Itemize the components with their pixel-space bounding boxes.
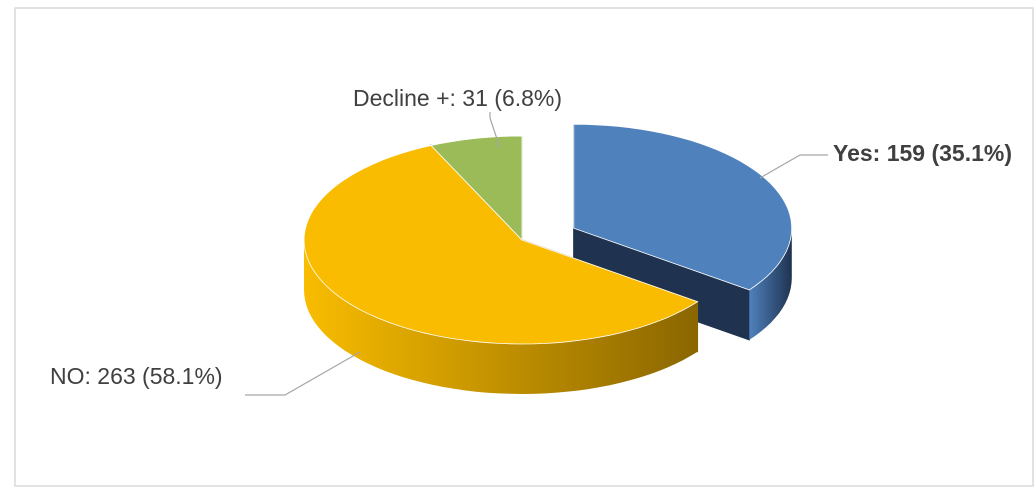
- leader-line: [245, 351, 361, 396]
- leader-line: [759, 154, 828, 179]
- data-label: Yes: 159 (35.1%): [833, 140, 1012, 166]
- slice-outer-wall: [749, 228, 792, 340]
- slice-top: [430, 135, 523, 241]
- leader-line: [489, 112, 501, 149]
- slice-outer-wall: [304, 240, 698, 394]
- data-label: NO: 263 (58.1%): [50, 363, 223, 389]
- data-label: Decline +: 31 (6.8%): [353, 85, 562, 111]
- slice-top: [303, 145, 699, 345]
- slice-top: [573, 123, 793, 291]
